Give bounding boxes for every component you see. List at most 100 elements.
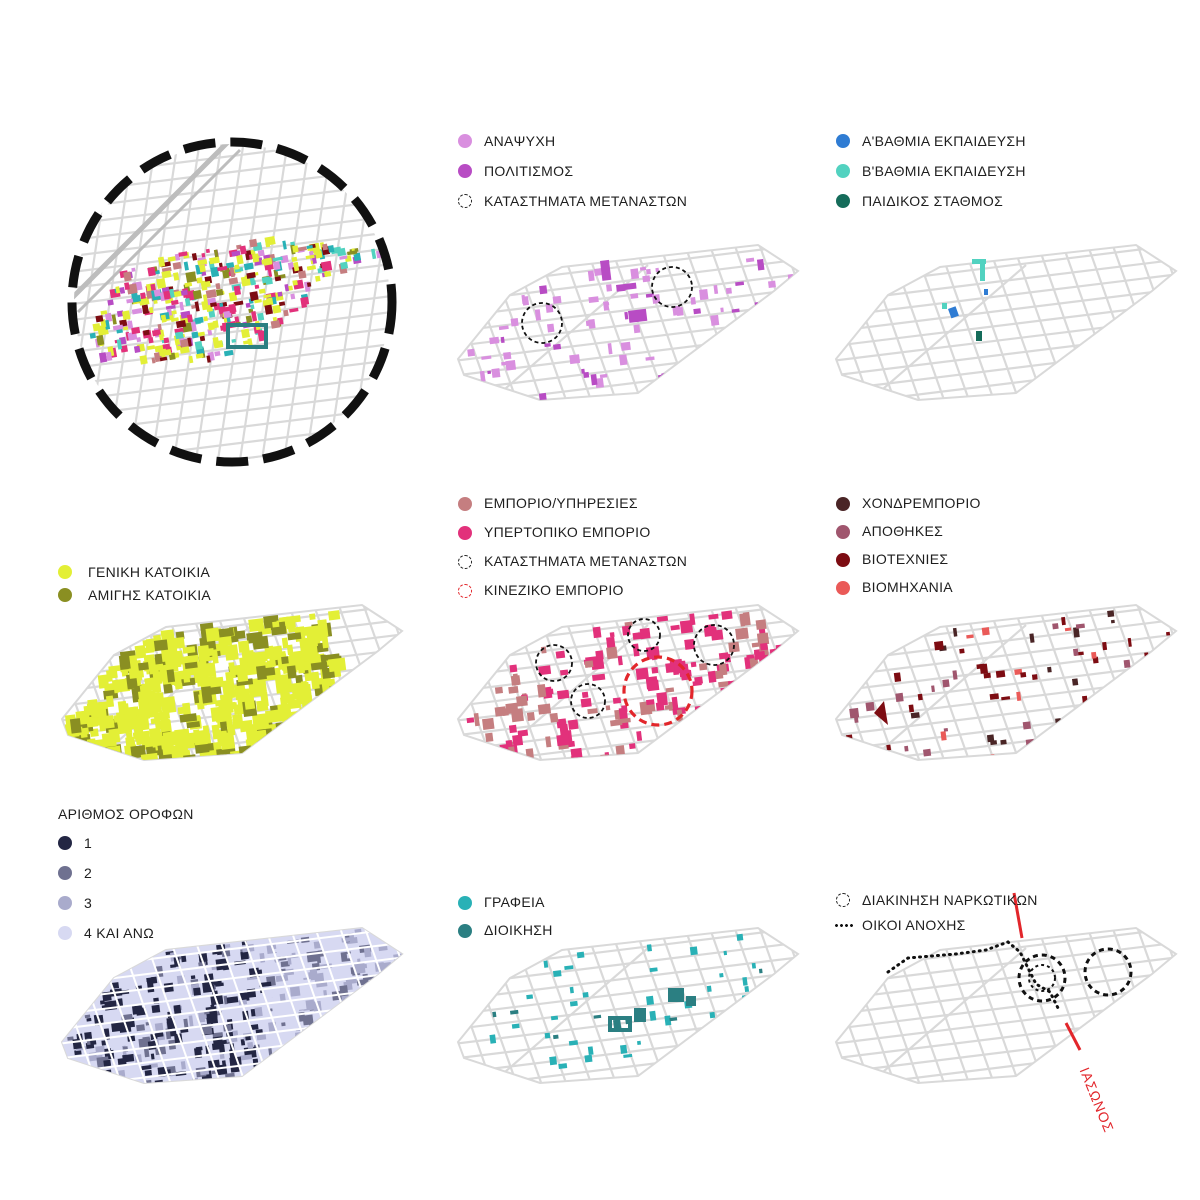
chinese-commerce-ring <box>622 655 694 727</box>
street <box>515 605 612 760</box>
migrant-shops-ring <box>651 266 693 308</box>
building <box>309 613 316 620</box>
building <box>169 288 175 298</box>
legend-swatch <box>458 164 472 178</box>
building <box>904 745 909 752</box>
building <box>193 987 201 996</box>
building <box>311 1022 321 1034</box>
building <box>198 1012 206 1023</box>
building <box>101 1040 106 1046</box>
street <box>458 1005 798 1066</box>
building <box>655 267 660 273</box>
building <box>984 289 988 295</box>
building <box>137 716 149 724</box>
street <box>386 144 390 460</box>
building <box>466 717 475 724</box>
offices-administration-map <box>456 926 800 1085</box>
street <box>1155 605 1176 760</box>
building <box>587 708 598 715</box>
building <box>149 692 162 706</box>
legend-offices: ΓΡΑΦΕΙΑ ΔΙΟΙΚΗΣΗ <box>458 888 553 944</box>
street <box>1155 928 1176 1083</box>
building <box>1022 721 1032 730</box>
building <box>124 282 130 290</box>
building <box>233 285 242 296</box>
legend-swatch <box>458 526 472 540</box>
building <box>209 302 217 308</box>
building <box>264 304 273 315</box>
building <box>508 686 519 694</box>
building <box>178 251 188 257</box>
street <box>587 605 683 760</box>
street <box>0 100 30 500</box>
building <box>267 991 279 997</box>
building <box>170 317 179 322</box>
building <box>111 1021 123 1033</box>
building <box>692 680 702 687</box>
building <box>292 279 298 286</box>
street <box>836 605 918 760</box>
building <box>646 944 652 952</box>
building <box>145 638 156 652</box>
building <box>95 1045 105 1053</box>
building <box>320 654 327 665</box>
building <box>153 289 162 297</box>
building <box>215 282 221 290</box>
building <box>564 965 574 970</box>
building <box>205 627 220 642</box>
building <box>127 320 134 329</box>
legend-floors: ΑΡΙΘΜΟΣ ΟΡΟΦΩΝ 1 2 3 4 ΚΑΙ ΑΝΩ <box>58 800 194 948</box>
street <box>0 100 52 500</box>
building <box>720 307 724 313</box>
building <box>125 706 139 717</box>
building <box>123 271 130 281</box>
building <box>242 340 249 345</box>
street <box>836 682 1176 743</box>
building <box>989 693 1000 700</box>
iasonos-street-marker-bottom <box>1064 1022 1082 1051</box>
building <box>467 348 476 357</box>
building <box>745 257 755 263</box>
building <box>289 986 301 997</box>
building <box>723 950 728 956</box>
building <box>510 318 519 327</box>
street <box>458 928 540 1083</box>
street <box>166 144 230 460</box>
building <box>170 299 179 306</box>
building <box>257 312 265 321</box>
legend-swatch <box>58 836 72 850</box>
building <box>618 717 631 724</box>
building <box>721 610 733 620</box>
building <box>274 276 282 282</box>
building <box>642 275 651 283</box>
building <box>185 668 195 676</box>
building <box>1031 674 1038 681</box>
building <box>80 729 88 738</box>
building <box>635 667 649 681</box>
building <box>505 360 517 371</box>
building <box>693 308 701 315</box>
building <box>1020 672 1027 678</box>
building <box>263 293 272 299</box>
building <box>893 672 902 683</box>
street <box>845 605 942 760</box>
legend-swatch <box>58 896 72 910</box>
building <box>223 349 234 357</box>
street-grid <box>836 928 1176 1083</box>
building <box>265 709 283 724</box>
building <box>172 261 182 270</box>
building <box>619 354 628 366</box>
building <box>569 354 581 365</box>
building <box>942 679 950 688</box>
building <box>624 311 629 320</box>
street <box>144 144 208 460</box>
building <box>173 290 183 298</box>
building <box>649 967 658 973</box>
building <box>306 632 319 648</box>
building <box>143 1048 150 1058</box>
building <box>995 670 1006 678</box>
street <box>121 928 216 1083</box>
building <box>292 688 310 700</box>
building <box>153 639 169 652</box>
building <box>865 701 875 712</box>
